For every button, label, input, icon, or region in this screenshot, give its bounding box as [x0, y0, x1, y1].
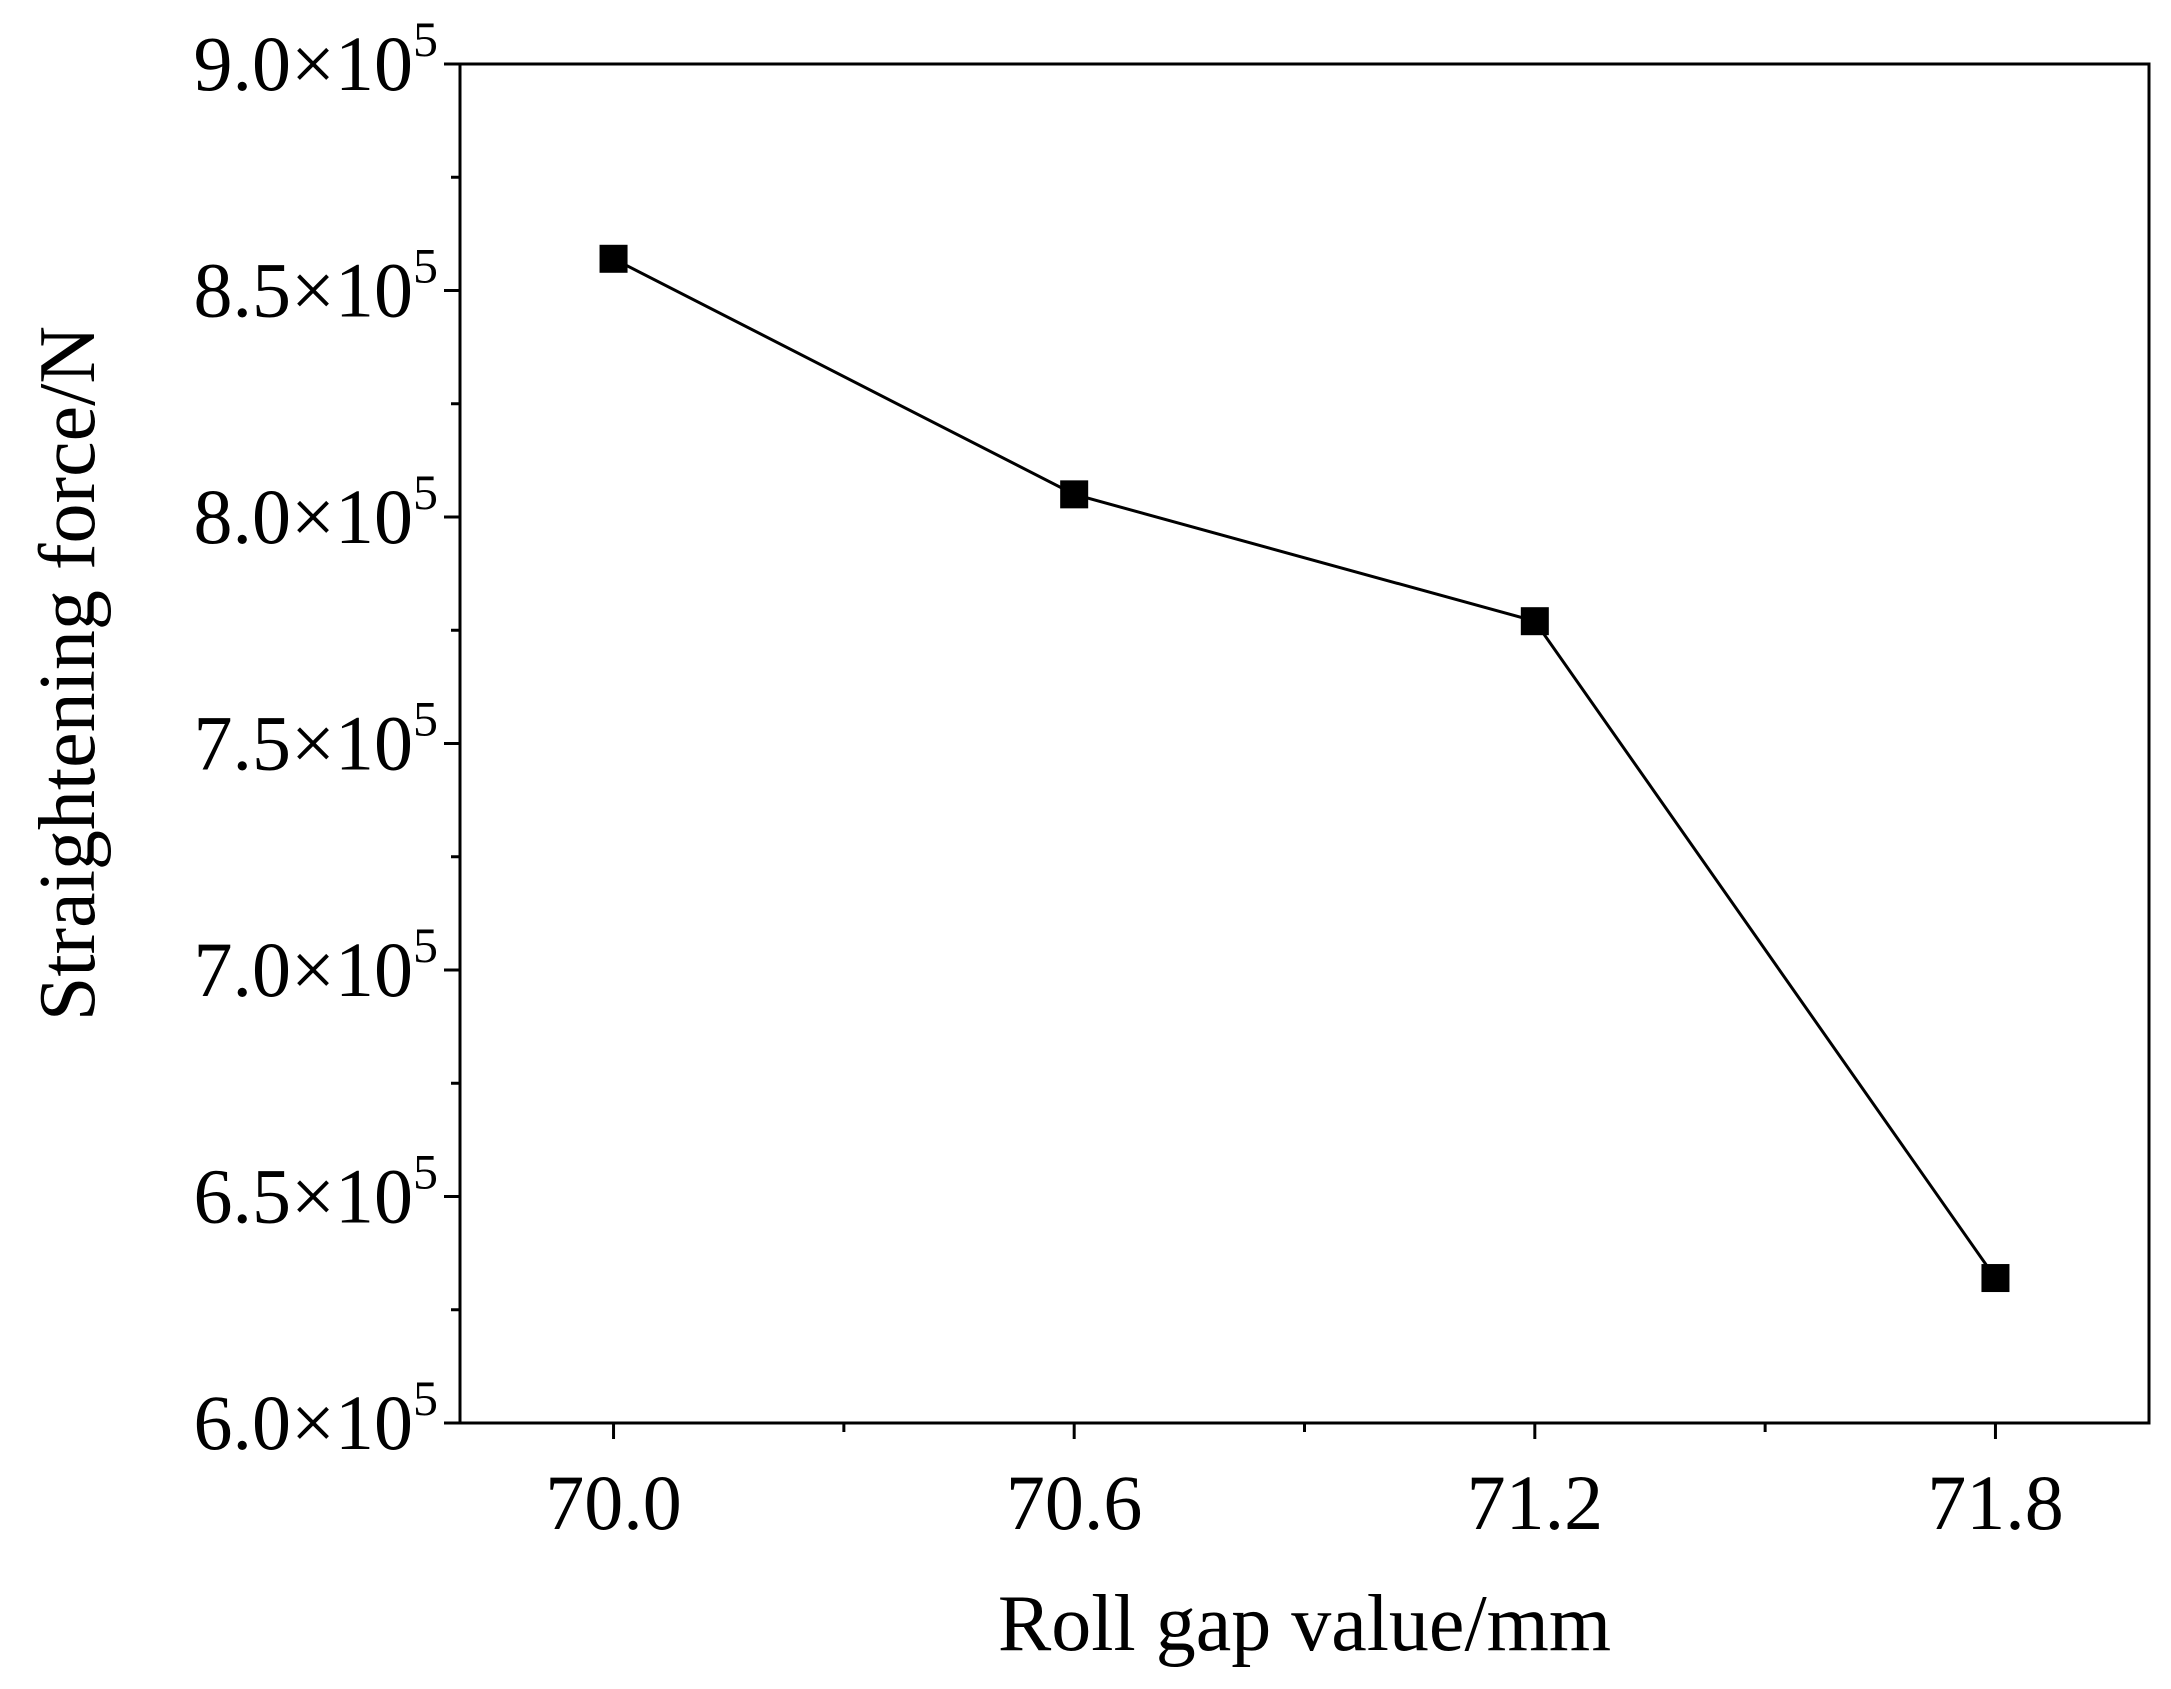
- x-axis-ticks: 70.0 70.6 71.2 71.8: [545, 1423, 2064, 1546]
- data-point-marker: [1060, 480, 1089, 509]
- y-tick-label: 8.0×105: [194, 464, 439, 560]
- plot-frame: [458, 62, 2151, 1425]
- series-line: [612, 257, 1997, 1279]
- x-tick-label: 70.6: [1006, 1459, 1143, 1546]
- y-tick-label: 9.0×105: [194, 11, 439, 107]
- x-tick-label: 70.0: [545, 1459, 682, 1546]
- series-group: [599, 244, 2010, 1293]
- x-tick-label: 71.8: [1927, 1459, 2064, 1546]
- y-tick-label: 7.0×105: [194, 917, 439, 1013]
- data-point-marker: [1520, 607, 1549, 636]
- y-tick-label: 6.5×105: [194, 1144, 439, 1240]
- y-axis-ticks: 6.0×105 6.5×105 7.0×105 7.5×105 8.0×105 8.5×1…: [194, 11, 460, 1466]
- x-tick-label: 71.2: [1467, 1459, 1604, 1546]
- data-point-marker: [1981, 1264, 2010, 1293]
- x-axis-title: Roll gap value/mm: [998, 1580, 1611, 1668]
- y-tick-label: 8.5×105: [194, 238, 439, 334]
- data-point-marker: [599, 244, 628, 273]
- y-axis-title: Straightening force/N: [24, 326, 112, 1021]
- y-tick-label: 6.0×105: [194, 1370, 439, 1466]
- y-tick-label: 7.5×105: [194, 691, 439, 787]
